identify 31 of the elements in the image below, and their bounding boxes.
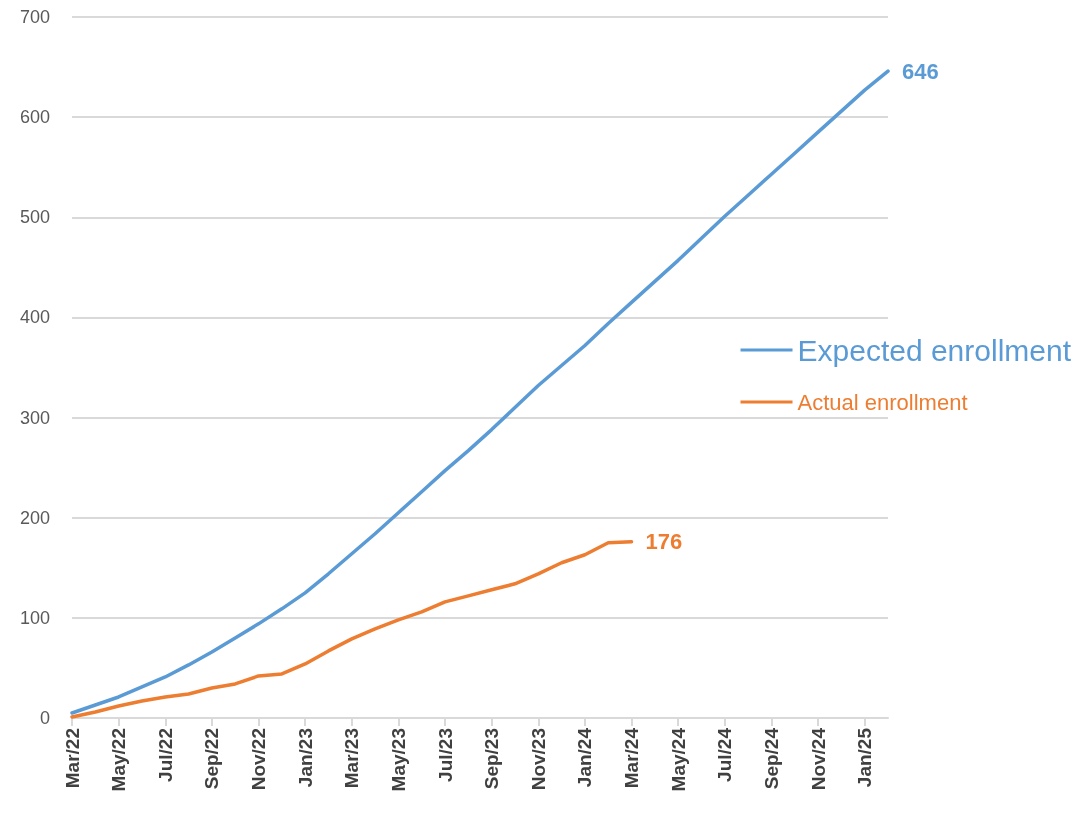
x-tick-label: Mar/22 [61,728,83,789]
x-tick-label: Mar/23 [341,728,363,789]
x-tick-label: Jan/24 [574,727,596,788]
y-tick-label: 200 [19,507,50,528]
data-label: 176 [645,529,683,555]
x-tick-label: Jan/23 [294,728,316,788]
y-tick-label: 100 [19,607,50,628]
y-tick-label: 300 [19,407,50,428]
y-tick-label: 600 [19,107,50,128]
legend-label: Expected enrollment [797,333,1072,367]
data-label: 646 [902,58,939,84]
x-tick-label: Jul/23 [434,728,456,782]
y-tick-label: 0 [39,708,50,728]
x-tick-label: May/24 [667,727,689,792]
line-series [70,540,634,719]
x-tick-label: Nov/23 [527,728,549,791]
x-tick-label: Mar/24 [621,727,643,789]
x-tick-label: Nov/22 [248,728,270,791]
x-tick-label: Jan/25 [854,727,876,788]
y-tick-label: 400 [19,307,50,328]
y-tick-label: 700 [19,7,50,27]
y-tick-label: 500 [19,207,50,228]
x-tick-label: Jul/22 [154,728,176,782]
x-tick-label: Sep/22 [201,728,223,790]
x-tick-label: Sep/23 [481,728,503,790]
x-tick-label: Jul/24 [714,727,736,782]
legend-label: Actual enrollment [797,389,968,415]
x-tick-label: Sep/24 [760,727,782,790]
x-tick-label: May/22 [108,728,130,792]
x-tick-label: Nov/24 [807,727,829,791]
x-tick-label: May/23 [387,728,409,792]
